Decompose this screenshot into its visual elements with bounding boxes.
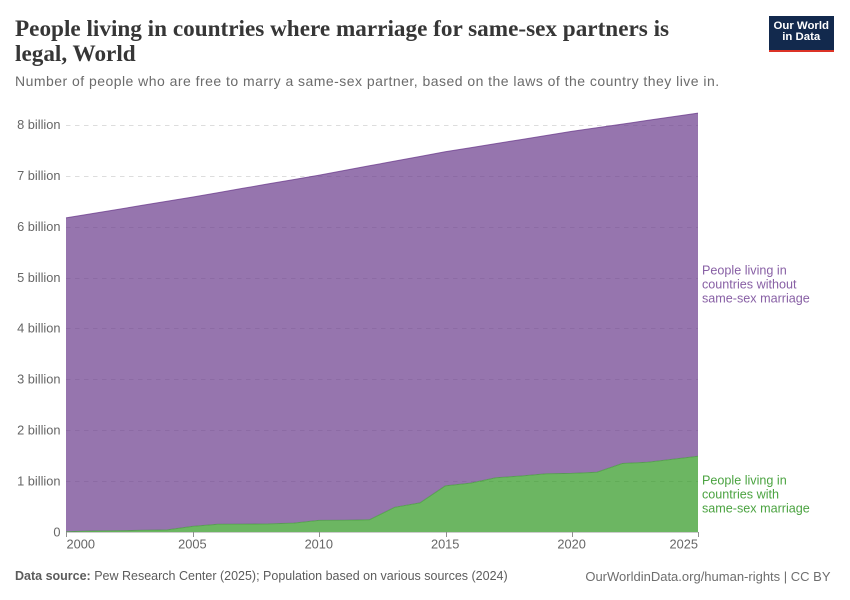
- svg-text:5 billion: 5 billion: [17, 270, 60, 285]
- svg-text:6 billion: 6 billion: [17, 219, 60, 234]
- svg-text:8 billion: 8 billion: [17, 117, 60, 132]
- svg-text:3 billion: 3 billion: [17, 372, 60, 387]
- svg-text:1 billion: 1 billion: [17, 473, 60, 488]
- svg-text:same-sex marriage: same-sex marriage: [702, 292, 810, 306]
- svg-text:2000: 2000: [67, 537, 95, 552]
- svg-text:2010: 2010: [305, 537, 333, 552]
- svg-text:2015: 2015: [431, 537, 459, 552]
- svg-text:People living in: People living in: [702, 474, 787, 488]
- svg-text:0: 0: [53, 524, 60, 539]
- svg-text:countries with: countries with: [702, 488, 779, 502]
- svg-text:countries without: countries without: [702, 278, 797, 292]
- svg-text:2025: 2025: [670, 537, 698, 552]
- svg-text:2 billion: 2 billion: [17, 423, 60, 438]
- svg-text:2020: 2020: [557, 537, 585, 552]
- svg-text:7 billion: 7 billion: [17, 168, 60, 183]
- svg-text:2005: 2005: [178, 537, 206, 552]
- svg-text:4 billion: 4 billion: [17, 321, 60, 336]
- svg-text:same-sex marriage: same-sex marriage: [702, 502, 810, 516]
- svg-text:People living in: People living in: [702, 264, 787, 278]
